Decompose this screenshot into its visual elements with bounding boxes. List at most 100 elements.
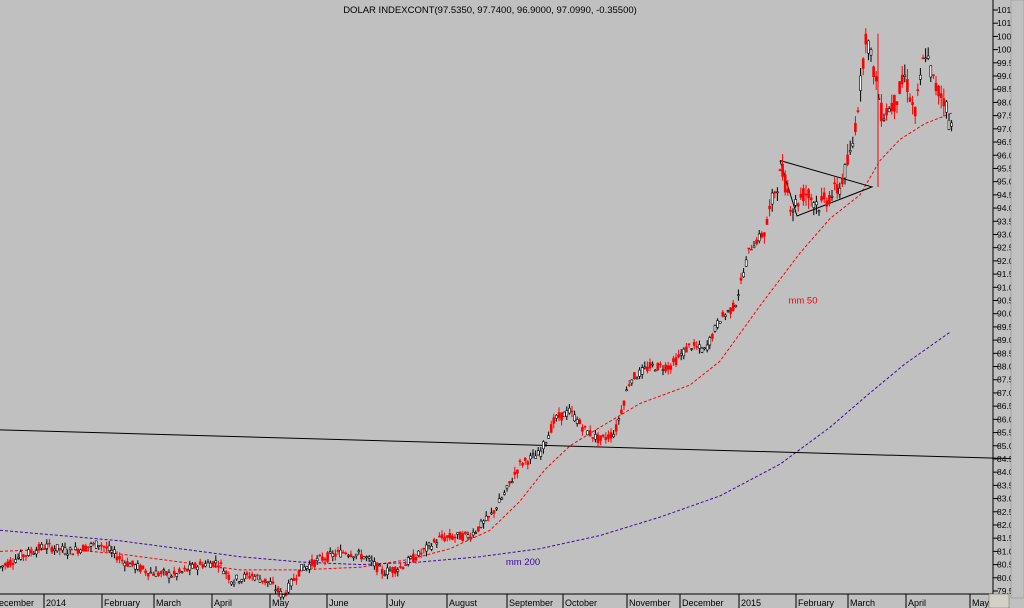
candle-body: [360, 554, 363, 560]
candle-body: [58, 548, 62, 551]
candle-body: [193, 562, 197, 569]
y-tick-label: 93.0: [997, 229, 1014, 239]
candle-body: [191, 564, 194, 569]
candle-body: [305, 566, 309, 569]
scroll-right-button[interactable]: [988, 593, 1010, 608]
candle-body: [607, 434, 610, 439]
candle-body: [417, 550, 420, 556]
candle-body: [635, 377, 639, 380]
candle-body: [885, 108, 888, 116]
candle-body: [367, 556, 371, 559]
candle-body: [79, 549, 82, 553]
candle-body: [747, 247, 751, 250]
candle-body: [235, 574, 238, 580]
candle-body: [120, 559, 124, 562]
candle-body: [45, 543, 49, 549]
candle-body: [666, 365, 670, 370]
candle-body: [716, 320, 719, 328]
y-tick-label: 100.0: [997, 45, 1019, 55]
candle-body: [822, 192, 826, 200]
candle-body: [523, 457, 527, 461]
candle-body: [323, 558, 327, 561]
candle-body: [81, 544, 85, 552]
candle-body: [240, 579, 244, 582]
candle-body: [757, 233, 761, 242]
candle-body: [937, 85, 940, 97]
candle-body: [6, 561, 10, 568]
y-tick-label: 94.0: [997, 203, 1014, 213]
candle-body: [851, 143, 855, 147]
candle-body: [219, 562, 223, 565]
candle-body: [945, 101, 948, 113]
candle-body: [84, 545, 88, 552]
candle-body: [185, 568, 189, 572]
y-tick-label: 83.5: [997, 480, 1014, 490]
candle-body: [154, 570, 158, 577]
chart-title: DOLAR INDEXCONT(97.5350, 97.7400, 96.900…: [343, 5, 637, 16]
candle-body: [469, 536, 472, 540]
candle-body: [682, 348, 686, 357]
candle-body: [471, 531, 475, 536]
candle-body: [820, 196, 823, 201]
candle-body: [521, 462, 524, 466]
candle-body: [14, 559, 17, 563]
x-tick-label: 2014: [46, 598, 66, 608]
candle-body: [731, 302, 735, 311]
candle-body: [71, 553, 75, 556]
x-tick-label: 2015: [741, 598, 761, 608]
candle-body: [206, 561, 210, 564]
candle-body: [105, 546, 108, 549]
candle-body: [503, 492, 506, 495]
candle-body: [196, 566, 199, 571]
candle-body: [477, 526, 480, 532]
candle-body: [484, 515, 488, 521]
candle-body: [804, 193, 808, 196]
candle-body: [724, 314, 727, 317]
y-tick-label: 96.0: [997, 150, 1014, 160]
candle-body: [789, 209, 792, 212]
candle-body: [149, 571, 153, 574]
candle-body: [932, 74, 935, 76]
candle-body: [802, 188, 805, 202]
candle-body: [861, 58, 865, 69]
candle-body: [50, 546, 54, 553]
candle-body: [783, 174, 787, 193]
candle-body: [544, 442, 548, 445]
candle-body: [113, 549, 116, 554]
candle-body: [131, 560, 134, 566]
candle-body: [89, 543, 93, 547]
candle-body: [781, 164, 784, 177]
candle-body: [588, 430, 592, 437]
y-tick-label: 88.5: [997, 348, 1014, 358]
y-tick-label: 79.5: [997, 586, 1014, 596]
candle-body: [204, 563, 207, 567]
candle-body: [180, 571, 184, 573]
candle-body: [451, 535, 454, 540]
candle-body: [0, 566, 2, 569]
candle-body: [614, 424, 618, 432]
candle-body: [217, 565, 220, 568]
mm-200-line: [0, 331, 951, 566]
candle-body: [690, 348, 693, 350]
y-tick-label: 89.5: [997, 322, 1014, 332]
candle-body: [794, 199, 797, 206]
x-tick-label: February: [798, 598, 835, 608]
x-tick-label: June: [329, 598, 349, 608]
candle-body: [560, 412, 563, 421]
y-tick-label: 81.5: [997, 533, 1014, 543]
candle-body: [601, 434, 605, 437]
scrollbar-track[interactable]: [1010, 0, 1024, 599]
candle-body: [256, 574, 259, 577]
candle-body: [786, 189, 790, 193]
y-tick-label: 97.5: [997, 111, 1014, 121]
candle-body: [549, 424, 553, 433]
annotation-label: mm 50: [788, 296, 817, 307]
y-tick-label: 86.0: [997, 414, 1014, 424]
candle-body: [334, 553, 337, 557]
y-tick-label: 98.0: [997, 97, 1014, 107]
y-tick-label: 87.5: [997, 375, 1014, 385]
candle-body: [755, 239, 758, 245]
candle-body: [388, 569, 392, 572]
candle-body: [513, 471, 517, 475]
candle-body: [568, 407, 571, 414]
